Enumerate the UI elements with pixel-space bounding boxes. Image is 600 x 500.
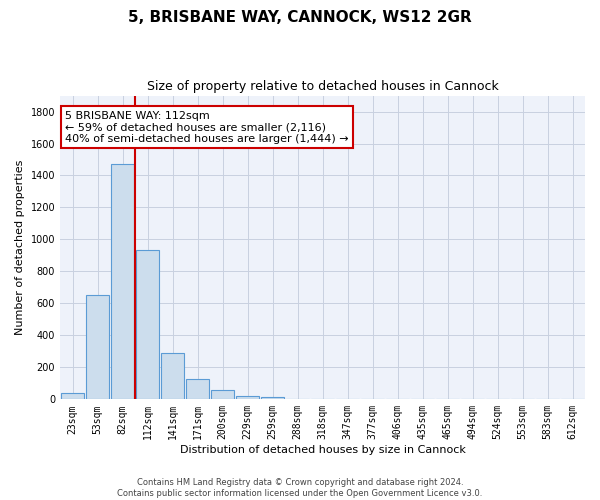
Bar — [136, 250, 159, 400]
Bar — [111, 164, 134, 400]
Y-axis label: Number of detached properties: Number of detached properties — [15, 160, 25, 335]
Bar — [61, 393, 84, 400]
Title: Size of property relative to detached houses in Cannock: Size of property relative to detached ho… — [146, 80, 499, 93]
X-axis label: Distribution of detached houses by size in Cannock: Distribution of detached houses by size … — [179, 445, 466, 455]
Bar — [211, 390, 234, 400]
Text: 5 BRISBANE WAY: 112sqm
← 59% of detached houses are smaller (2,116)
40% of semi-: 5 BRISBANE WAY: 112sqm ← 59% of detached… — [65, 110, 349, 144]
Bar — [261, 397, 284, 400]
Bar — [236, 396, 259, 400]
Text: Contains HM Land Registry data © Crown copyright and database right 2024.
Contai: Contains HM Land Registry data © Crown c… — [118, 478, 482, 498]
Text: 5, BRISBANE WAY, CANNOCK, WS12 2GR: 5, BRISBANE WAY, CANNOCK, WS12 2GR — [128, 10, 472, 25]
Bar — [86, 296, 109, 400]
Bar — [161, 353, 184, 400]
Bar — [186, 380, 209, 400]
